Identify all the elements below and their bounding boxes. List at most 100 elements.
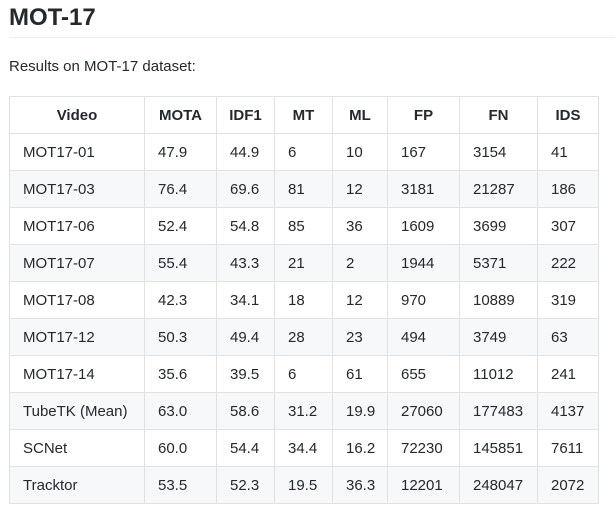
video-name-cell: MOT17-12 (9, 318, 145, 356)
metric-cell: 58.6 (216, 392, 275, 430)
metric-cell: 7611 (537, 429, 599, 467)
metric-cell: 36.3 (332, 466, 388, 504)
video-name-cell: TubeTK (Mean) (9, 392, 145, 430)
metric-cell: 53.5 (144, 466, 217, 504)
metric-cell: 186 (537, 170, 599, 208)
metric-cell: 4137 (537, 392, 599, 430)
metric-cell: 41 (537, 133, 599, 171)
metric-cell: 5371 (459, 244, 538, 282)
metric-cell: 319 (537, 281, 599, 319)
metric-cell: 72230 (387, 429, 460, 467)
metric-cell: 12201 (387, 466, 460, 504)
metric-cell: 3154 (459, 133, 538, 171)
metric-cell: 27060 (387, 392, 460, 430)
metric-cell: 31.2 (274, 392, 333, 430)
metric-cell: 49.4 (216, 318, 275, 356)
video-name-cell: MOT17-14 (9, 355, 145, 393)
video-name-cell: MOT17-03 (9, 170, 145, 208)
metric-cell: 34.4 (274, 429, 333, 467)
header-cell: MOTA (144, 96, 217, 134)
metric-cell: 3699 (459, 207, 538, 245)
metric-cell: 145851 (459, 429, 538, 467)
table-row: MOT17-03 76.4 69.6 81 12 3181 21287 186 (9, 170, 599, 208)
metric-cell: 11012 (459, 355, 538, 393)
metric-cell: 43.3 (216, 244, 275, 282)
metric-cell: 241 (537, 355, 599, 393)
intro-text: Results on MOT-17 dataset: (9, 58, 196, 75)
metric-cell: 16.2 (332, 429, 388, 467)
metric-cell: 3749 (459, 318, 538, 356)
video-name-cell: MOT17-08 (9, 281, 145, 319)
video-name-cell: SCNet (9, 429, 145, 467)
metric-cell: 85 (274, 207, 333, 245)
metric-cell: 21287 (459, 170, 538, 208)
metric-cell: 12 (332, 170, 388, 208)
table-row: MOT17-14 35.6 39.5 6 61 655 11012 241 (9, 355, 599, 393)
video-name-cell: MOT17-01 (9, 133, 145, 171)
metric-cell: 54.4 (216, 429, 275, 467)
metric-cell: 42.3 (144, 281, 217, 319)
metric-cell: 61 (332, 355, 388, 393)
table-row: MOT17-12 50.3 49.4 28 23 494 3749 63 (9, 318, 599, 356)
metric-cell: 76.4 (144, 170, 217, 208)
metric-cell: 177483 (459, 392, 538, 430)
header-row: Video MOTA IDF1 MT ML FP FN IDS (9, 96, 599, 134)
header-cell: MT (274, 96, 333, 134)
metric-cell: 655 (387, 355, 460, 393)
metric-cell: 12 (332, 281, 388, 319)
table-row: TubeTK (Mean) 63.0 58.6 31.2 19.9 27060 177483… (9, 392, 599, 430)
metric-cell: 55.4 (144, 244, 217, 282)
header-cell: IDF1 (216, 96, 275, 134)
metric-cell: 52.3 (216, 466, 275, 504)
metric-cell: 10 (332, 133, 388, 171)
metric-cell: 494 (387, 318, 460, 356)
metric-cell: 10889 (459, 281, 538, 319)
metric-cell: 2072 (537, 466, 599, 504)
table-row: SCNet 60.0 54.4 34.4 16.2 72230 145851 7611 (9, 429, 599, 467)
metric-cell: 63 (537, 318, 599, 356)
metric-cell: 1944 (387, 244, 460, 282)
video-name-cell: MOT17-07 (9, 244, 145, 282)
header-cell: Video (9, 96, 145, 134)
metric-cell: 60.0 (144, 429, 217, 467)
metric-cell: 39.5 (216, 355, 275, 393)
metric-cell: 21 (274, 244, 333, 282)
header-cell: IDS (537, 96, 599, 134)
metric-cell: 63.0 (144, 392, 217, 430)
metric-cell: 50.3 (144, 318, 217, 356)
table-row: Tracktor 53.5 52.3 19.5 36.3 12201 248047 2072 (9, 466, 599, 504)
metric-cell: 36 (332, 207, 388, 245)
metric-cell: 248047 (459, 466, 538, 504)
results-table: Video MOTA IDF1 MT ML FP FN IDS MOT17-01… (9, 96, 599, 504)
metric-cell: 47.9 (144, 133, 217, 171)
table-row: MOT17-06 52.4 54.8 85 36 1609 3699 307 (9, 207, 599, 245)
header-cell: ML (332, 96, 388, 134)
page-heading: MOT-17 (9, 2, 615, 38)
table-body: MOT17-01 47.9 44.9 6 10 167 3154 41 MOT17-03 76.4… (9, 133, 599, 504)
metric-cell: 6 (274, 355, 333, 393)
video-name-cell: MOT17-06 (9, 207, 145, 245)
page-title: MOT-17 (9, 4, 96, 31)
video-name-cell: Tracktor (9, 466, 145, 504)
metric-cell: 19.5 (274, 466, 333, 504)
metric-cell: 307 (537, 207, 599, 245)
table-row: MOT17-08 42.3 34.1 18 12 970 10889 319 (9, 281, 599, 319)
metric-cell: 69.6 (216, 170, 275, 208)
metric-cell: 34.1 (216, 281, 275, 319)
metric-cell: 2 (332, 244, 388, 282)
metric-cell: 3181 (387, 170, 460, 208)
table-header: Video MOTA IDF1 MT ML FP FN IDS (9, 96, 599, 134)
table-row: MOT17-07 55.4 43.3 21 2 1944 5371 222 (9, 244, 599, 282)
header-cell: FP (387, 96, 460, 134)
metric-cell: 19.9 (332, 392, 388, 430)
metric-cell: 1609 (387, 207, 460, 245)
metric-cell: 81 (274, 170, 333, 208)
metric-cell: 52.4 (144, 207, 217, 245)
metric-cell: 222 (537, 244, 599, 282)
metric-cell: 44.9 (216, 133, 275, 171)
table-row: MOT17-01 47.9 44.9 6 10 167 3154 41 (9, 133, 599, 171)
metric-cell: 35.6 (144, 355, 217, 393)
metric-cell: 54.8 (216, 207, 275, 245)
metric-cell: 28 (274, 318, 333, 356)
metric-cell: 6 (274, 133, 333, 171)
